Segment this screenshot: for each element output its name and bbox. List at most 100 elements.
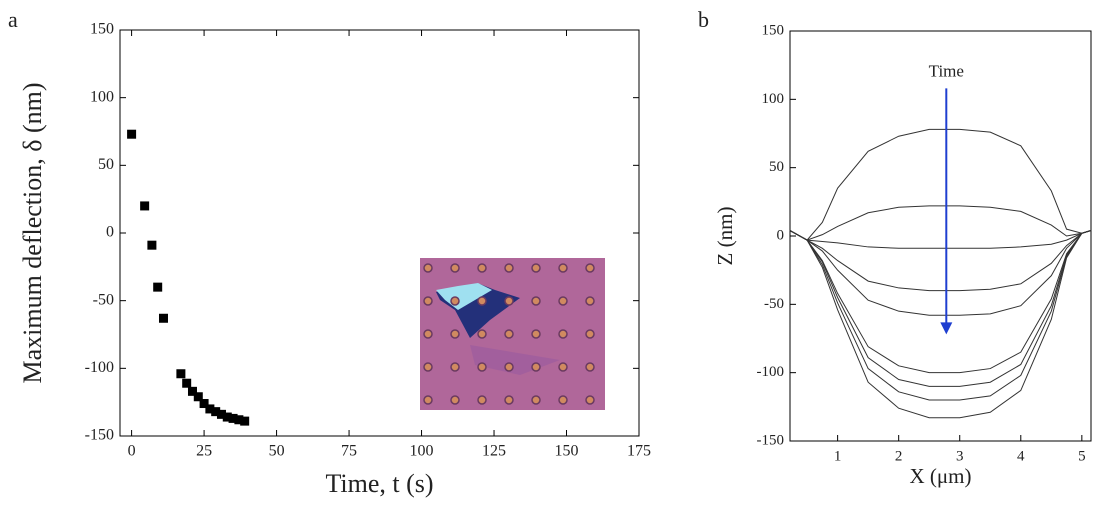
- inset-dot: [450, 395, 460, 405]
- y-tick-label: 150: [90, 21, 114, 38]
- inset-dot: [477, 395, 487, 405]
- inset-dot: [531, 362, 541, 372]
- inset-dot: [531, 296, 541, 306]
- inset-dot: [450, 362, 460, 372]
- marker: [216, 409, 226, 419]
- inset-dot: [558, 263, 568, 273]
- arrow-head: [940, 322, 953, 335]
- plot-frame: [789, 30, 1092, 442]
- inset-dot: [504, 263, 514, 273]
- inset-dot: [585, 362, 595, 372]
- inset-dot: [585, 263, 595, 273]
- y-tick-label: 100: [762, 91, 785, 107]
- inset-dot: [585, 329, 595, 339]
- y-tick-label: 50: [98, 156, 114, 173]
- x-tick-label: 5: [1078, 448, 1086, 464]
- panel-label: b: [698, 7, 709, 32]
- inset-dot: [585, 296, 595, 306]
- x-tick-label: 0: [128, 443, 136, 460]
- marker: [199, 399, 209, 409]
- profile-line: [789, 230, 1092, 387]
- profile-line: [789, 128, 1092, 241]
- profile-line: [789, 205, 1092, 241]
- inset-dot: [450, 263, 460, 273]
- inset-dot: [585, 395, 595, 405]
- inset-dot: [423, 329, 433, 339]
- profile-line: [789, 230, 1092, 316]
- panel-label: a: [8, 7, 18, 32]
- inset-dot: [477, 329, 487, 339]
- inset-dot: [504, 362, 514, 372]
- inset-dot: [504, 329, 514, 339]
- marker: [222, 412, 232, 422]
- profile-line: [789, 230, 1092, 401]
- x-tick-label: 3: [956, 448, 964, 464]
- inset-dot: [558, 395, 568, 405]
- marker: [211, 407, 221, 417]
- marker: [234, 415, 244, 425]
- inset-dot: [558, 329, 568, 339]
- inset-image: [420, 258, 605, 410]
- inset-dot: [423, 395, 433, 405]
- inset-dot: [477, 296, 487, 306]
- y-tick-label: -100: [85, 359, 114, 376]
- y-tick-label: 0: [106, 224, 114, 241]
- inset-dot: [450, 329, 460, 339]
- marker: [193, 392, 203, 402]
- inset-dot: [558, 296, 568, 306]
- y-tick-label: -50: [764, 296, 784, 312]
- x-axis-label: X (μm): [910, 464, 972, 488]
- y-tick-label: 150: [762, 22, 785, 38]
- marker: [240, 416, 250, 426]
- x-tick-label: 1: [834, 448, 842, 464]
- marker: [127, 129, 137, 139]
- x-axis-label: Time, t (s): [325, 469, 433, 498]
- y-tick-label: -100: [757, 364, 785, 380]
- x-tick-label: 25: [196, 443, 212, 460]
- annotation-text: Time: [929, 61, 964, 80]
- marker: [205, 404, 215, 414]
- y-axis-label: Z (nm): [713, 207, 737, 266]
- y-tick-label: 100: [90, 88, 114, 105]
- x-tick-label: 125: [482, 443, 506, 460]
- profile-line: [789, 230, 1092, 374]
- y-tick-label: 0: [777, 227, 785, 243]
- marker: [176, 369, 186, 379]
- inset-dot: [423, 362, 433, 372]
- x-tick-label: 4: [1017, 448, 1025, 464]
- inset-dot: [504, 296, 514, 306]
- inset-dot: [504, 395, 514, 405]
- y-tick-label: 50: [769, 159, 784, 175]
- inset-dot: [423, 296, 433, 306]
- inset-dot: [531, 329, 541, 339]
- marker: [182, 378, 192, 388]
- x-tick-label: 50: [269, 443, 285, 460]
- x-tick-label: 2: [895, 448, 903, 464]
- marker: [158, 313, 168, 323]
- x-tick-label: 100: [410, 443, 434, 460]
- marker: [147, 240, 157, 250]
- marker: [153, 282, 163, 292]
- y-tick-label: -50: [93, 291, 114, 308]
- x-tick-label: 75: [341, 443, 357, 460]
- profile-line: [789, 230, 1092, 419]
- inset-dot: [423, 263, 433, 273]
- inset-flake-edge: [436, 283, 492, 310]
- marker: [228, 413, 238, 423]
- inset-dot: [477, 263, 487, 273]
- marker: [187, 386, 197, 396]
- y-tick-label: -150: [757, 432, 785, 448]
- x-tick-label: 150: [555, 443, 579, 460]
- x-tick-label: 175: [627, 443, 651, 460]
- marker: [140, 201, 150, 211]
- inset-dot: [477, 362, 487, 372]
- inset-dot: [450, 296, 460, 306]
- profile-line: [789, 230, 1092, 249]
- y-tick-label: -150: [85, 427, 114, 444]
- inset-dot: [531, 263, 541, 273]
- inset-dot: [531, 395, 541, 405]
- y-axis-label: Maximum deflection, δ (nm): [18, 82, 47, 383]
- profile-line: [789, 230, 1092, 292]
- inset-dot: [558, 362, 568, 372]
